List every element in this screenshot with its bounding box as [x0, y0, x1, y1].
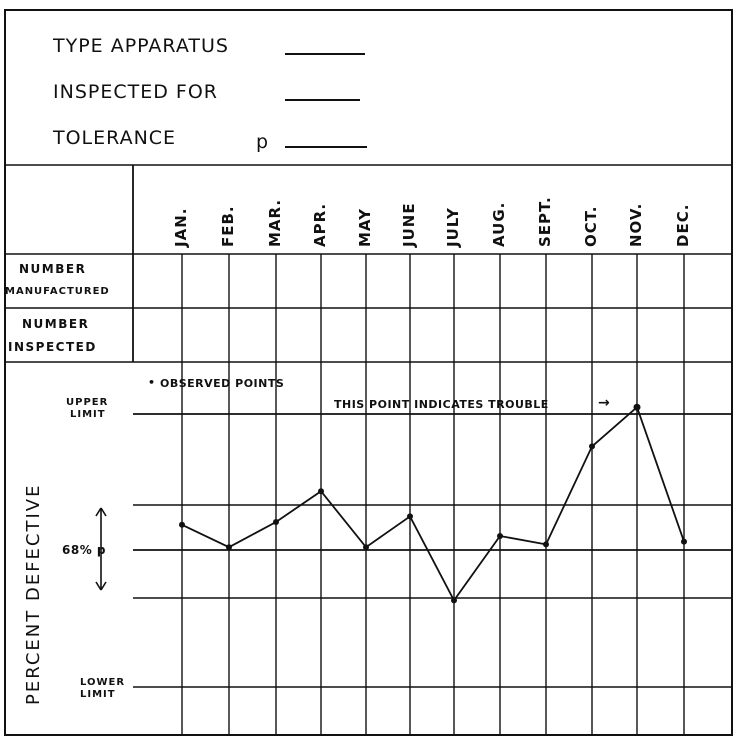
data-point: [681, 538, 687, 545]
data-point: [318, 488, 324, 495]
center-line-label: 68% p: [62, 543, 106, 557]
inspected-for-blank: [285, 99, 360, 101]
data-point: [226, 544, 232, 551]
data-point: [273, 519, 279, 525]
tolerance-arrow-head-bottom-left: [95, 581, 102, 591]
tolerance-label: TOLERANCE: [53, 127, 177, 149]
number-inspected-line1: NUMBER: [22, 317, 90, 331]
data-point-trouble: [633, 403, 641, 411]
legend-observed-points: OBSERVED POINTS: [160, 377, 285, 390]
number-inspected-line2: INSPECTED: [8, 340, 97, 354]
lower-limit-label-line1: LOWER: [80, 677, 126, 688]
upper-limit-label-line1: UPPER: [66, 397, 109, 408]
data-point: [407, 513, 413, 520]
upper-limit-label-line2: LIMIT: [70, 409, 106, 420]
chart-frame: [4, 9, 733, 736]
tolerance-arrow-head-top-left: [95, 507, 102, 517]
data-point: [497, 533, 503, 539]
tolerance-arrow-head-top-right: [100, 507, 107, 517]
data-point: [363, 544, 369, 551]
tolerance-p-label: p: [256, 131, 270, 153]
number-manufactured-line2: MANUFACTURED: [5, 286, 110, 297]
number-manufactured-line1: NUMBER: [19, 262, 87, 276]
lower-limit-label-line2: LIMIT: [80, 689, 116, 700]
series-line-observed: [181, 405, 685, 603]
inspected-for-label: INSPECTED FOR: [53, 81, 218, 103]
trouble-arrow-icon: →: [598, 395, 611, 411]
legend-bullet: •: [148, 376, 156, 389]
data-point: [451, 597, 457, 604]
tolerance-arrow-head-bottom-right: [100, 581, 107, 591]
data-point: [589, 443, 595, 450]
data-point: [543, 541, 549, 548]
trouble-annotation: THIS POINT INDICATES TROUBLE: [334, 398, 549, 411]
type-apparatus-label: TYPE APPARATUS: [53, 35, 229, 57]
data-point: [179, 521, 185, 528]
type-apparatus-blank: [285, 53, 365, 55]
tolerance-blank: [285, 146, 367, 148]
